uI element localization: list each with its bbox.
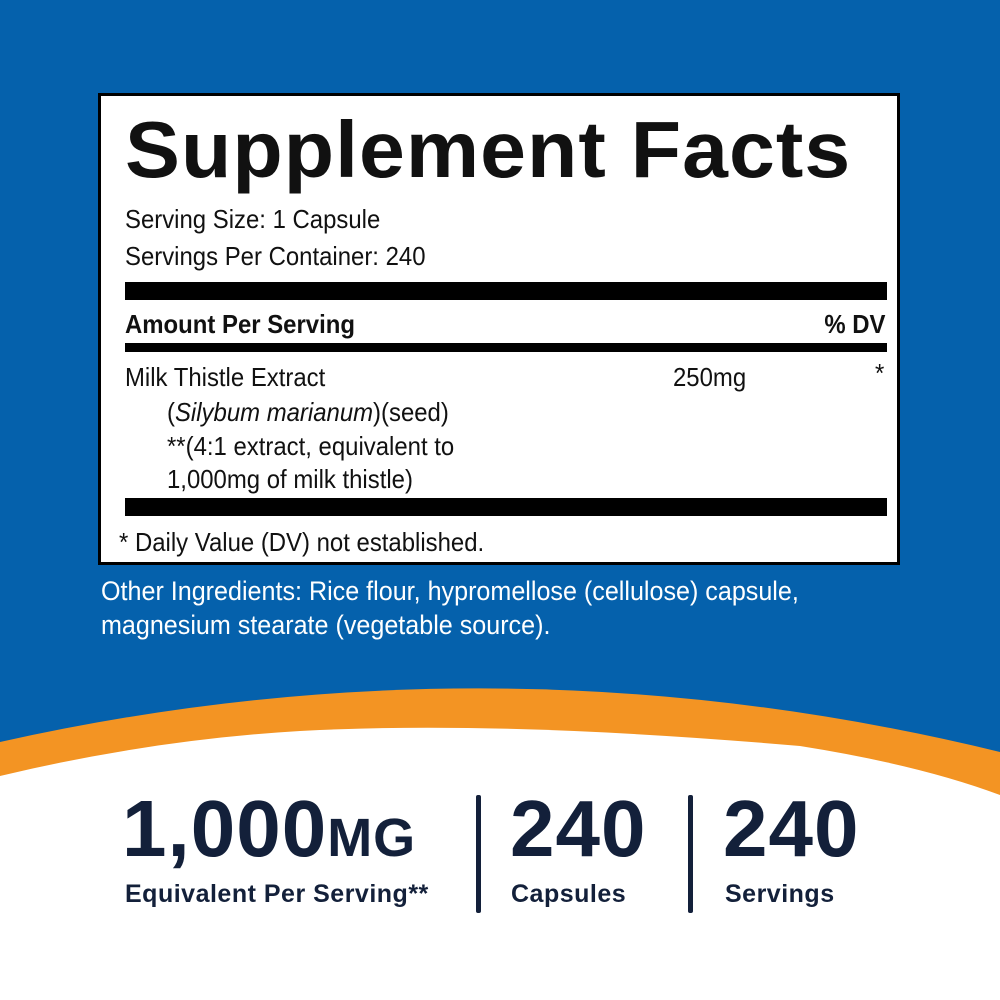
stat-capsules-label: Capsules: [511, 880, 627, 908]
stat-capsules-value: 240: [510, 784, 647, 873]
stat-divider: [688, 795, 693, 913]
stat-dose-value: 1,000: [122, 784, 328, 873]
stat-dose-unit: MG: [327, 808, 417, 868]
divider-thick: [125, 282, 887, 300]
facts-title: Supplement Facts: [125, 105, 852, 194]
serving-size: Serving Size: 1 Capsule: [125, 204, 381, 234]
other-ingredients-line-2: magnesium stearate (vegetable source).: [101, 610, 551, 640]
amount-header: Amount Per Serving: [125, 309, 355, 339]
ingredient-dv: *: [875, 358, 885, 388]
other-ingredients-line-1: Other Ingredients: Rice flour, hypromell…: [101, 576, 799, 606]
stat-dose-label: Equivalent Per Serving**: [125, 880, 429, 908]
stat-divider: [476, 795, 481, 913]
stat-servings-label: Servings: [725, 880, 835, 908]
stat-servings-value: 240: [723, 784, 860, 873]
white-area: [0, 727, 1000, 1000]
ingredient-note-1: **(4:1 extract, equivalent to: [167, 431, 455, 461]
seed-part: )(seed): [373, 397, 449, 427]
latin-name: Silybum marianum: [174, 397, 374, 427]
ingredient-note-2: 1,000mg of milk thistle): [167, 464, 413, 494]
footnote: * Daily Value (DV) not established.: [119, 527, 485, 557]
divider-medium: [125, 343, 887, 352]
paren: (: [167, 397, 175, 427]
stat-dose: 1,000MG: [122, 783, 416, 875]
divider-thick-bottom: [125, 498, 887, 516]
ingredient-name: Milk Thistle Extract: [125, 362, 326, 392]
ingredient-amount: 250mg: [673, 362, 747, 392]
ingredient-latin: (Silybum marianum)(seed): [167, 397, 449, 428]
dv-header: % DV: [823, 309, 885, 339]
supplement-facts-panel: Supplement Facts Serving Size: 1 Capsule…: [98, 93, 900, 565]
servings-per-container: Servings Per Container: 240: [125, 241, 426, 271]
